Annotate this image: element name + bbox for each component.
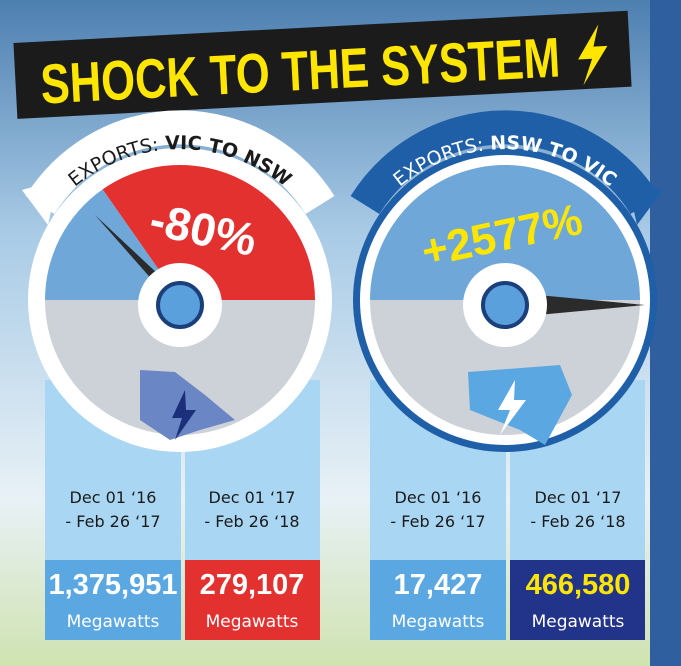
unit: Megawatts	[67, 612, 160, 632]
period-line: - Feb 26 ‘17	[390, 512, 485, 531]
period-line: - Feb 26 ‘17	[65, 512, 160, 531]
hub	[483, 283, 527, 327]
unit: Megawatts	[392, 612, 485, 632]
period-line: Dec 01 ‘17	[535, 488, 622, 507]
period-line: Dec 01 ‘16	[395, 488, 482, 507]
period-line: - Feb 26 ‘18	[530, 512, 625, 531]
unit: Megawatts	[206, 612, 299, 632]
value: 1,375,951	[48, 569, 177, 601]
hub	[158, 283, 202, 327]
value: 466,580	[526, 569, 631, 601]
gauge-vic-to-nsw: EXPORTS: VIC TO NSW -80% Dec 01 ‘16 - Fe…	[22, 127, 332, 640]
value: 17,427	[394, 569, 483, 601]
unit: Megawatts	[532, 612, 625, 632]
person-silhouette	[650, 0, 681, 666]
infographic: SHOCK TO THE SYSTEM EXPORTS: VIC TO NSW …	[0, 0, 681, 666]
value: 279,107	[200, 569, 305, 601]
period-line: - Feb 26 ‘18	[204, 512, 299, 531]
period-line: Dec 01 ‘16	[70, 488, 157, 507]
period-line: Dec 01 ‘17	[209, 488, 296, 507]
